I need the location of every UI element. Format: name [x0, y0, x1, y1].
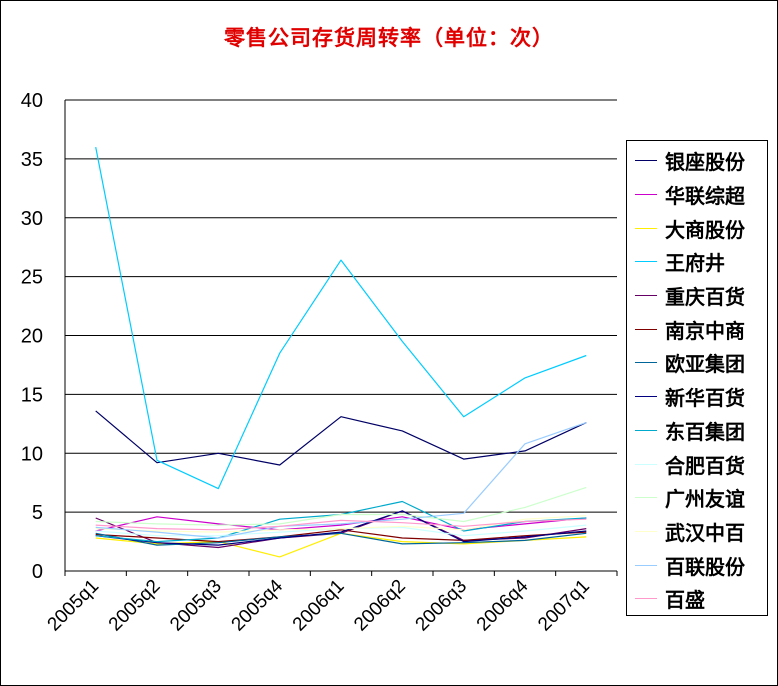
series-line-6	[95, 532, 587, 546]
legend-label: 武汉中百	[665, 520, 745, 545]
series-line-13	[95, 518, 587, 531]
series-line-1	[95, 516, 587, 532]
legend-swatch	[635, 396, 657, 398]
legend-item: 南京中商	[627, 312, 767, 346]
series-lines	[95, 146, 587, 558]
legend-swatch	[635, 362, 657, 364]
legend-item: 新华百货	[627, 380, 767, 414]
legend-swatch	[635, 598, 657, 600]
legend-item: 百联股份	[627, 548, 767, 582]
legend-label: 新华百货	[665, 386, 745, 411]
y-tick-label: 40	[21, 90, 43, 112]
legend-label: 大商股份	[665, 217, 745, 242]
legend-swatch	[635, 261, 657, 263]
legend-swatch	[635, 328, 657, 330]
legend-item: 武汉中百	[627, 515, 767, 549]
legend-swatch	[635, 463, 657, 465]
legend-label: 南京中商	[665, 318, 745, 343]
y-tick-label: 20	[21, 326, 43, 348]
y-tick-label: 5	[32, 502, 43, 524]
y-tick-label: 0	[32, 561, 43, 583]
x-tick-label: 2006q2	[350, 576, 410, 636]
legend-swatch	[635, 564, 657, 566]
y-tick-label: 30	[21, 208, 43, 230]
legend-label: 百盛	[665, 588, 705, 613]
x-tick-label: 2006q1	[289, 576, 349, 636]
y-tick-label: 15	[21, 384, 43, 406]
y-tick-label: 25	[21, 267, 43, 289]
series-line-3	[95, 146, 587, 490]
legend-label: 欧亚集团	[665, 352, 745, 377]
legend-label: 广州友谊	[665, 487, 745, 512]
legend-label: 百联股份	[665, 554, 745, 579]
legend-swatch	[635, 429, 657, 431]
legend-swatch	[635, 530, 657, 532]
legend-item: 重庆百货	[627, 279, 767, 313]
legend-item: 广州友谊	[627, 481, 767, 515]
x-tick-label: 2005q1	[44, 576, 104, 636]
x-tick-label: 2005q4	[228, 575, 288, 635]
chart-title: 零售公司存货周转率（单位：次）	[224, 25, 554, 50]
x-tick-label: 2007q1	[534, 576, 594, 636]
x-axis: 2005q1 2005q2 2005q3 2005q4 2006q1 2006q2 2006…	[44, 570, 618, 636]
grid-lines	[65, 99, 617, 572]
legend-item: 华联综超	[627, 178, 767, 212]
x-tick-label: 2006q3	[412, 576, 472, 636]
series-line-5	[95, 529, 587, 543]
legend-label: 重庆百货	[665, 285, 745, 310]
legend-swatch	[635, 227, 657, 229]
legend-item: 东百集团	[627, 414, 767, 448]
legend-label: 王府井	[665, 251, 725, 276]
y-tick-label: 10	[21, 443, 43, 465]
legend-swatch	[635, 194, 657, 196]
y-axis: 0 5 10 15 20 25 30 35 40	[21, 90, 66, 583]
legend-label: 合肥百货	[665, 453, 745, 478]
series-line-12	[95, 422, 587, 539]
legend-swatch	[635, 295, 657, 297]
legend-item: 大商股份	[627, 211, 767, 245]
legend-swatch	[635, 160, 657, 162]
series-line-7	[95, 510, 587, 546]
x-tick-label: 2005q2	[105, 576, 165, 636]
legend-item: 王府井	[627, 245, 767, 279]
legend-item: 百盛	[627, 582, 767, 616]
legend-label: 银座股份	[665, 150, 745, 175]
x-tick-label: 2005q3	[166, 576, 226, 636]
legend: 银座股份华联综超大商股份王府井重庆百货南京中商欧亚集团新华百货东百集团合肥百货广…	[626, 140, 768, 616]
legend-label: 东百集团	[665, 419, 745, 444]
legend-swatch	[635, 497, 657, 499]
x-tick-label: 2006q4	[473, 575, 533, 635]
legend-item: 合肥百货	[627, 447, 767, 481]
legend-item: 欧亚集团	[627, 346, 767, 380]
series-line-0	[95, 410, 587, 466]
legend-label: 华联综超	[665, 184, 745, 209]
legend-item: 银座股份	[627, 144, 767, 178]
y-tick-label: 35	[21, 149, 43, 171]
series-line-10	[95, 486, 587, 526]
